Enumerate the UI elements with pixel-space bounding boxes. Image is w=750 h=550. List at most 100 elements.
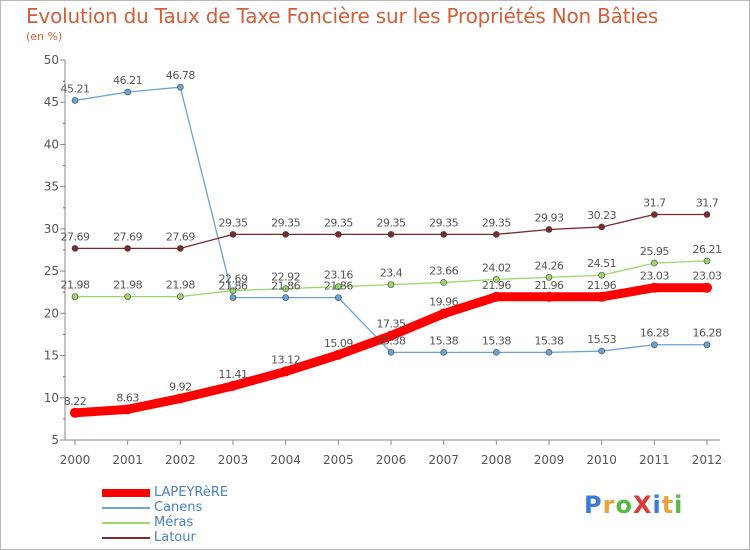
- data-label-meras: 21.98: [61, 279, 90, 292]
- data-point-lapeyrere: [122, 404, 133, 415]
- data-label-latour: 27.69: [113, 230, 142, 243]
- data-point-meras: [493, 276, 500, 283]
- data-point-meras: [229, 287, 237, 294]
- y-tick-label: 50: [44, 53, 59, 67]
- x-tick-label: 2007: [428, 453, 459, 467]
- data-point-latour: [493, 231, 500, 238]
- data-point-canens: [387, 349, 395, 356]
- legend-swatch-meras: [102, 522, 150, 524]
- data-label-meras: 25.95: [640, 245, 669, 258]
- legend-label-canens: Canens: [154, 500, 203, 515]
- data-label-lapeyrere: 13.12: [271, 353, 300, 366]
- legend-item-latour: Latour: [102, 531, 196, 545]
- data-point-latour: [177, 245, 184, 252]
- chart-subtitle: (en %): [26, 30, 63, 43]
- y-tick-label: 30: [44, 222, 59, 236]
- data-point-lapeyrere: [438, 308, 449, 319]
- data-point-canens: [124, 88, 131, 96]
- x-tick-label: 2011: [639, 453, 670, 467]
- data-label-canens: 21.86: [271, 280, 300, 293]
- legend-swatch-lapeyrere: [102, 489, 150, 497]
- data-point-latour: [71, 245, 79, 252]
- x-tick-label: 2010: [586, 453, 617, 467]
- data-point-latour: [703, 211, 711, 218]
- logo-letter: o: [615, 491, 633, 519]
- data-label-latour: 29.93: [535, 211, 564, 224]
- logo-letter: X: [632, 491, 653, 519]
- data-label-latour: 29.35: [377, 216, 406, 229]
- data-label-latour: 30.23: [587, 209, 616, 222]
- y-tick-label: 40: [44, 137, 59, 151]
- y-tick-label: 5: [51, 433, 59, 447]
- x-tick-label: 2005: [323, 453, 354, 467]
- data-label-canens: 46.78: [166, 69, 195, 82]
- legend-label-meras: Méras: [154, 515, 194, 530]
- data-label-lapeyrere: 23.03: [640, 270, 669, 283]
- data-label-meras: 24.26: [535, 259, 564, 272]
- data-point-canens: [335, 294, 342, 301]
- data-point-latour: [335, 231, 342, 238]
- y-tick-label: 10: [44, 391, 59, 405]
- data-label-lapeyrere: 17.35: [377, 318, 406, 331]
- data-label-latour: 31.7: [696, 197, 719, 210]
- data-point-canens: [440, 349, 447, 356]
- logo-letter: i: [652, 491, 662, 519]
- x-tick-label: 2002: [165, 453, 196, 467]
- data-point-latour: [387, 231, 395, 238]
- logo-letter: t: [661, 491, 675, 519]
- logo-letter: r: [602, 491, 616, 519]
- data-point-canens: [282, 294, 289, 301]
- data-label-latour: 27.69: [61, 230, 90, 243]
- data-point-lapeyrere: [280, 366, 291, 377]
- legend-label-lapeyrere: LAPEYRèRE: [154, 485, 229, 500]
- data-label-meras: 24.02: [482, 261, 511, 274]
- data-label-lapeyrere: 19.96: [429, 296, 458, 309]
- data-point-meras: [651, 259, 658, 267]
- chart-title: Evolution du Taux de Taxe Foncière sur l…: [26, 4, 659, 28]
- x-tick-label: 2003: [218, 453, 249, 467]
- data-label-canens: 15.38: [535, 334, 564, 347]
- x-tick-label: 2000: [60, 453, 91, 467]
- data-label-meras: 26.21: [693, 243, 722, 256]
- data-label-meras: 24.51: [587, 257, 616, 270]
- y-tick-label: 15: [44, 349, 59, 363]
- data-label-latour: 29.35: [482, 216, 511, 229]
- data-point-meras: [282, 285, 289, 292]
- data-label-canens: 16.28: [693, 327, 722, 340]
- x-tick-label: 2009: [534, 453, 565, 467]
- data-label-meras: 21.98: [113, 279, 142, 292]
- y-tick-label: 35: [44, 180, 59, 194]
- data-label-canens: 21.86: [219, 280, 248, 293]
- data-label-lapeyrere: 23.03: [693, 270, 722, 283]
- data-label-meras: 22.92: [271, 271, 300, 284]
- data-label-canens: 15.38: [377, 334, 406, 347]
- data-label-canens: 15.38: [429, 334, 458, 347]
- y-tick-label: 45: [44, 95, 59, 109]
- data-label-meras: 23.4: [380, 267, 403, 280]
- data-label-lapeyrere: 11.41: [219, 368, 248, 381]
- legend-swatch-canens: [102, 507, 150, 509]
- data-label-canens: 21.86: [324, 280, 353, 293]
- data-point-meras: [545, 274, 553, 281]
- data-point-meras: [598, 271, 605, 279]
- data-point-meras: [71, 293, 79, 300]
- data-label-canens: 16.28: [640, 327, 669, 340]
- data-label-lapeyrere: 15.09: [324, 337, 353, 350]
- logo-letter: i: [674, 491, 684, 519]
- data-label-meras: 21.98: [166, 279, 195, 292]
- x-tick-label: 2001: [112, 453, 143, 467]
- data-point-meras: [703, 257, 711, 265]
- data-point-lapeyrere: [544, 291, 554, 302]
- x-tick-label: 2004: [270, 453, 301, 467]
- data-label-latour: 31.7: [643, 197, 666, 210]
- data-point-lapeyrere: [702, 282, 712, 293]
- x-tick-label: 2008: [481, 453, 512, 467]
- data-point-lapeyrere: [228, 380, 238, 391]
- data-point-meras: [177, 293, 184, 300]
- logo-letter: P: [584, 491, 603, 519]
- y-tick-label: 25: [44, 264, 59, 278]
- data-point-latour: [229, 231, 237, 238]
- data-label-lapeyrere: 21.96: [587, 279, 616, 292]
- data-label-meras: 23.66: [429, 264, 458, 277]
- data-label-latour: 29.35: [429, 216, 458, 229]
